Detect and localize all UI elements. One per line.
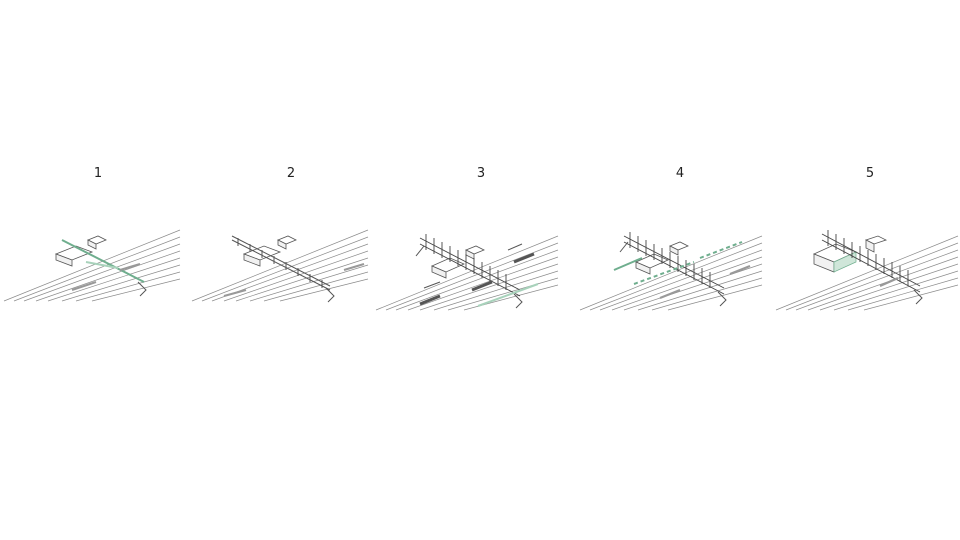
step-1-tracks [3, 229, 181, 302]
step-1-number: 1 [93, 166, 103, 181]
step-3-tracks [375, 235, 559, 311]
step-4-building [635, 241, 689, 275]
step-2-drawing [191, 229, 369, 303]
step-2-bridge-frame [231, 235, 335, 303]
step-3-drawing [375, 234, 559, 311]
step-5-structure [821, 230, 923, 305]
step-5-building [812, 235, 888, 273]
step-5-number: 5 [865, 166, 875, 181]
step-5-tracks [775, 235, 959, 311]
step-3-number: 3 [476, 166, 486, 181]
step-4-number: 4 [675, 166, 685, 181]
step-2-building [242, 235, 297, 267]
step-4-drawing [579, 232, 763, 311]
step-5-drawing [775, 230, 959, 311]
step-4-structure [619, 232, 727, 307]
step-2-number: 2 [286, 166, 296, 181]
step-3-structure [415, 234, 523, 309]
step-4-green-bar-a [613, 257, 643, 271]
step-4-tracks [579, 235, 763, 311]
step-1-drawing [3, 229, 181, 302]
step-1-building [54, 235, 107, 267]
step-1-green-axis [61, 239, 145, 283]
